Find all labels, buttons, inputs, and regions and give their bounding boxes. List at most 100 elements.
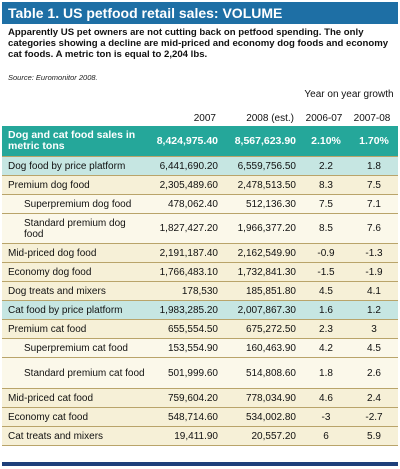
growth-2006-07: 4.5 [319,285,333,297]
value-2008: 2,478,513.50 [237,179,296,191]
value-2007: 478,062.40 [167,198,218,210]
growth-2007-08: 4.5 [367,342,381,354]
table-title: Table 1. US petfood retail sales: VOLUME [2,2,398,24]
value-2008: 512,136.30 [245,198,296,210]
growth-2007-08: 7.1 [367,198,381,210]
table-row: Dog treats and mixers 178,530 185,851.80… [2,282,398,301]
growth-2006-07: 4.6 [319,392,333,404]
row-label: Superpremium cat food [24,342,128,354]
value-2007: 178,530 [181,285,218,297]
data-table: Dog and cat food sales in metric tons 8,… [2,126,398,446]
growth-2006-07: 2.2 [319,160,333,172]
value-2008: 8,567,623.90 [234,135,296,147]
growth-2006-07: -0.9 [317,247,335,259]
growth-2007-08: 1.2 [367,304,381,316]
table-row: Superpremium cat food 153,554.90 160,463… [2,339,398,358]
header-2006-07: 2006-07 [305,113,343,124]
table-row: Cat food by price platform 1,983,285.20 … [2,301,398,320]
growth-2007-08: 1.8 [367,160,381,172]
value-2008: 20,557.20 [251,430,297,442]
growth-2007-08: 7.5 [367,179,381,191]
row-label: Cat food by price platform [8,304,123,316]
row-label: Standard premium cat food [24,367,145,379]
row-label: Premium dog food [8,179,90,191]
value-2007: 1,766,483.10 [159,266,218,278]
growth-2006-07: 2.10% [311,135,341,147]
growth-2006-07: 1.8 [319,367,333,379]
value-2007: 2,305,489.60 [159,179,218,191]
value-2008: 185,851.80 [245,285,296,297]
growth-2007-08: 4.1 [367,285,381,297]
table-row: Economy cat food 548,714.60 534,002.80 -… [2,408,398,427]
value-2007: 548,714.60 [167,411,218,423]
bottom-rule [2,462,398,466]
table-row: Dog food by price platform 6,441,690.20 … [2,157,398,176]
growth-2006-07: 6 [323,430,329,442]
value-2007: 759,604.20 [167,392,218,404]
value-2008: 160,463.90 [245,342,296,354]
growth-2007-08: -1.3 [365,247,383,259]
header-2007-08: 2007-08 [353,113,391,124]
growth-2006-07: 1.6 [319,304,333,316]
row-label: Economy cat food [8,411,89,423]
growth-2006-07: -3 [321,411,331,423]
value-2008: 1,966,377.20 [237,223,296,234]
growth-2007-08: 2.6 [367,367,381,379]
header-2008: 2008 (est.) [246,113,294,124]
row-label: Standard premium dog food [24,217,126,240]
table-row: Mid-priced dog food 2,191,187.40 2,162,5… [2,244,398,263]
value-2008: 534,002.80 [245,411,296,423]
table-row: Mid-priced cat food 759,604.20 778,034.9… [2,389,398,408]
value-2007: 19,411.90 [174,430,218,442]
header-growth: Year on year growth [304,89,394,100]
row-label: Superpremium dog food [24,198,132,210]
table-row: Cat treats and mixers 19,411.90 20,557.2… [2,427,398,446]
table-row: Superpremium dog food 478,062.40 512,136… [2,195,398,214]
growth-2007-08: 5.9 [367,430,381,442]
value-2008: 675,272.50 [245,323,296,335]
value-2008: 514,808.60 [245,367,296,379]
value-2008: 1,732,841.30 [237,266,296,278]
value-2007: 6,441,690.20 [159,160,218,172]
growth-2006-07: -1.5 [317,266,335,278]
value-2007: 1,983,285.20 [159,304,218,316]
row-label: Mid-priced dog food [8,247,97,259]
value-2007: 1,827,427.20 [159,223,218,234]
value-2007: 153,554.90 [167,342,218,354]
row-label: Economy dog food [8,266,92,278]
row-label: Dog food by price platform [8,160,126,172]
growth-2007-08: -1.9 [365,266,383,278]
value-2008: 2,162,549.90 [237,247,296,259]
value-2007: 501,999.60 [167,367,218,379]
growth-2006-07: 7.5 [319,198,333,210]
value-2007: 2,191,187.40 [159,247,218,259]
table-row: Standard premium dog food 1,827,427.20 1… [2,214,398,244]
growth-2007-08: 1.70% [359,135,389,147]
table-row: Premium dog food 2,305,489.60 2,478,513.… [2,176,398,195]
value-2007: 8,424,975.40 [156,135,218,147]
row-label: Dog and cat food sales in metric tons [8,129,136,152]
row-label: Mid-priced cat food [8,392,94,404]
source-note: Source: Euromonitor 2008. [8,73,98,82]
table-row: Standard premium cat food 501,999.60 514… [2,358,398,389]
growth-2006-07: 4.2 [319,342,333,354]
value-2008: 778,034.90 [245,392,296,404]
value-2008: 2,007,867.30 [237,304,296,316]
growth-2006-07: 2.3 [319,323,333,335]
row-label: Premium cat food [8,323,87,335]
table-row: Premium cat food 655,554.50 675,272.50 2… [2,320,398,339]
growth-2007-08: 7.6 [367,223,381,234]
growth-2006-07: 8.5 [319,223,333,234]
growth-2007-08: 2.4 [367,392,381,404]
growth-2006-07: 8.3 [319,179,333,191]
intro-text: Apparently US pet owners are not cutting… [8,27,389,60]
value-2008: 6,559,756.50 [237,160,296,172]
growth-2007-08: 3 [371,323,377,335]
row-label: Cat treats and mixers [8,430,104,442]
value-2007: 655,554.50 [167,323,218,335]
growth-2007-08: -2.7 [365,411,383,423]
row-label: Dog treats and mixers [8,285,106,297]
table-row: Dog and cat food sales in metric tons 8,… [2,126,398,157]
header-2007: 2007 [193,113,216,124]
table-row: Economy dog food 1,766,483.10 1,732,841.… [2,263,398,282]
